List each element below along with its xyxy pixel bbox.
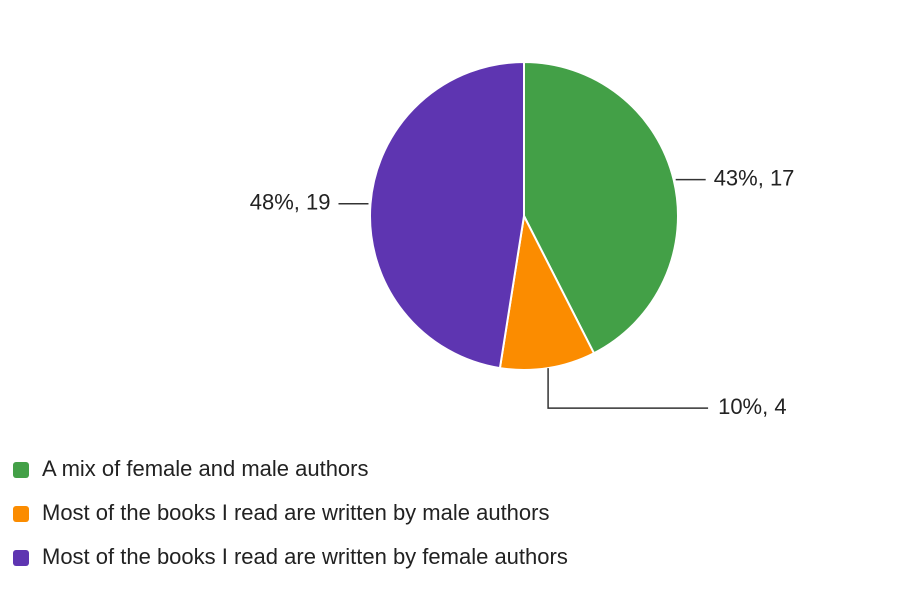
legend-swatch <box>13 506 29 522</box>
legend-label: A mix of female and male authors <box>42 456 369 481</box>
data-label: 48%, 19 <box>250 190 331 215</box>
pie-slice <box>369 60 525 370</box>
legend-swatch <box>13 550 29 566</box>
leader-line <box>547 368 709 409</box>
data-label: 43%, 17 <box>714 165 795 190</box>
legend-label: Most of the books I read are written by … <box>42 544 568 569</box>
legend-label: Most of the books I read are written by … <box>42 500 549 525</box>
legend-swatch <box>13 462 29 478</box>
pie-slice <box>523 60 679 355</box>
data-label: 10%, 4 <box>718 394 787 419</box>
